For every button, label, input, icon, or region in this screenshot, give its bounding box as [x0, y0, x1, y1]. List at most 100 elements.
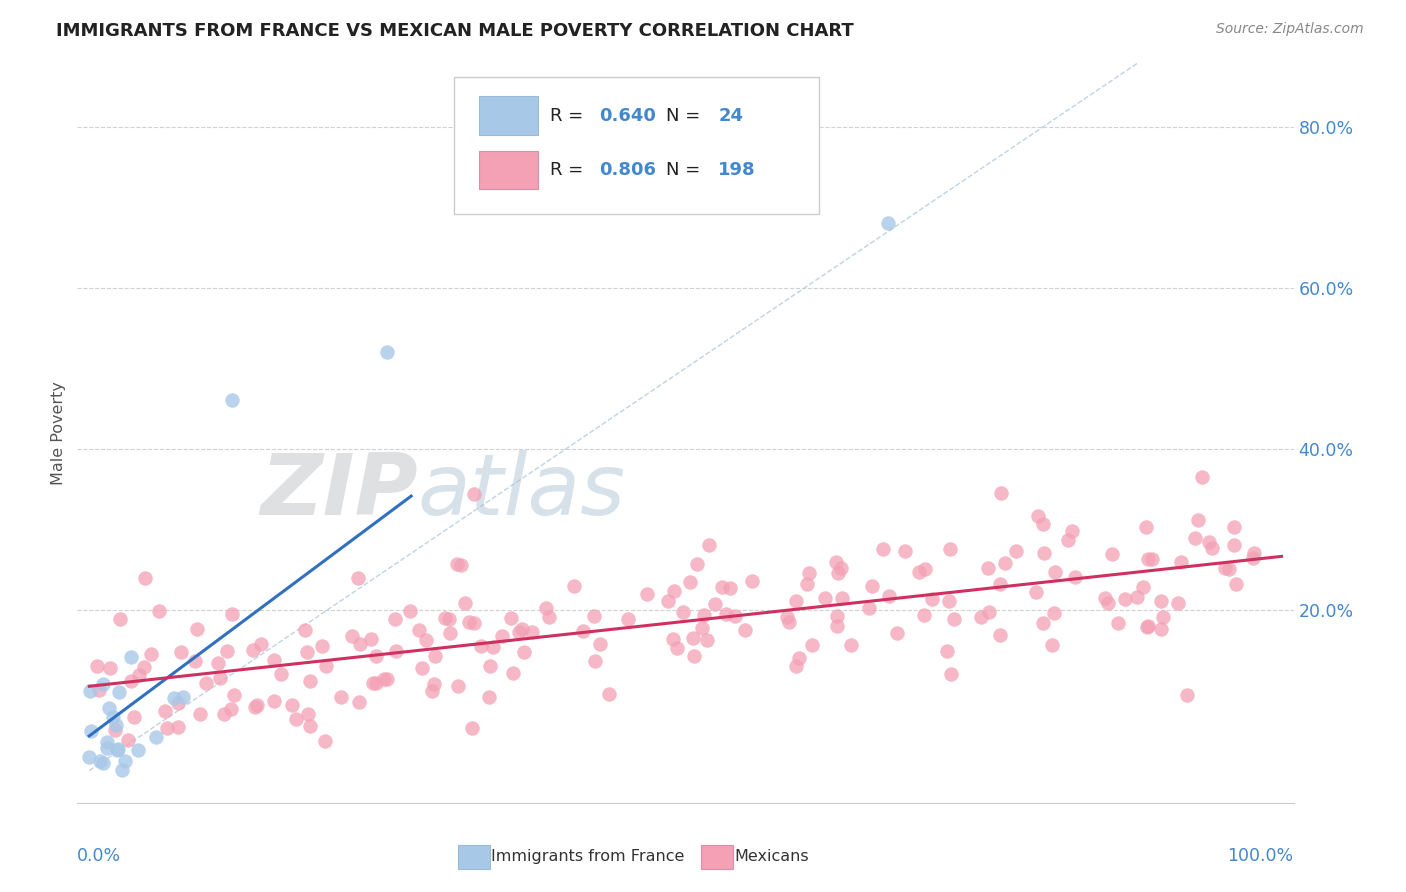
Point: [1201, 541, 1223, 555]
Point: [263, 653, 285, 667]
Point: [117, 733, 139, 747]
Point: [346, 571, 368, 585]
Point: [297, 707, 319, 722]
Point: [375, 345, 398, 359]
Point: [93, 677, 115, 691]
Point: [162, 690, 184, 705]
Point: [724, 608, 747, 623]
Point: [105, 743, 128, 757]
Point: [942, 612, 965, 626]
Point: [1101, 547, 1123, 561]
Point: [104, 723, 127, 738]
Point: [661, 632, 683, 646]
Point: [122, 710, 145, 724]
Point: [886, 625, 908, 640]
Point: [364, 676, 387, 690]
FancyBboxPatch shape: [478, 151, 538, 189]
Point: [1125, 590, 1147, 604]
FancyBboxPatch shape: [454, 78, 820, 214]
Point: [785, 594, 807, 608]
Point: [329, 690, 352, 705]
Point: [221, 607, 243, 621]
Point: [111, 763, 134, 777]
Point: [299, 673, 322, 688]
Point: [207, 656, 229, 670]
Point: [1137, 552, 1160, 566]
Point: [679, 574, 702, 589]
Point: [411, 660, 433, 674]
Text: atlas: atlas: [418, 450, 626, 533]
Point: [434, 611, 457, 625]
Text: 0.0%: 0.0%: [77, 847, 121, 865]
Point: [1025, 584, 1047, 599]
Point: [839, 638, 862, 652]
Point: [1094, 591, 1116, 606]
Point: [894, 544, 917, 558]
Point: [1026, 509, 1049, 524]
Point: [315, 658, 337, 673]
Point: [217, 643, 239, 657]
Point: [1241, 550, 1264, 565]
Point: [450, 558, 472, 572]
Point: [690, 621, 713, 635]
Point: [120, 673, 142, 688]
Point: [1043, 607, 1066, 621]
Point: [800, 638, 823, 652]
Point: [463, 486, 485, 500]
Text: N =: N =: [666, 107, 706, 125]
Point: [361, 676, 384, 690]
Point: [89, 755, 111, 769]
Point: [270, 667, 292, 681]
Text: R =: R =: [550, 161, 589, 178]
Text: N =: N =: [666, 161, 706, 178]
Point: [481, 640, 503, 654]
Point: [939, 541, 962, 556]
Point: [564, 579, 586, 593]
Point: [825, 555, 848, 569]
Point: [502, 665, 524, 680]
Point: [914, 562, 936, 576]
Point: [280, 698, 302, 712]
Point: [778, 615, 800, 629]
Point: [242, 642, 264, 657]
Point: [1040, 638, 1063, 652]
Point: [132, 660, 155, 674]
Point: [155, 705, 177, 719]
Point: [796, 577, 818, 591]
Point: [686, 557, 709, 571]
Point: [98, 701, 121, 715]
Point: [1175, 688, 1198, 702]
Point: [879, 589, 901, 603]
Point: [263, 694, 285, 708]
Point: [988, 577, 1011, 591]
Point: [571, 624, 593, 639]
Point: [716, 607, 738, 621]
Point: [741, 574, 763, 588]
Point: [990, 486, 1012, 500]
Point: [501, 611, 523, 625]
Point: [107, 742, 129, 756]
Point: [423, 649, 446, 664]
Point: [877, 216, 900, 230]
Point: [636, 587, 658, 601]
Point: [860, 579, 883, 593]
Point: [294, 623, 316, 637]
Point: [912, 607, 935, 622]
Point: [1064, 570, 1087, 584]
Point: [858, 601, 880, 615]
Point: [120, 650, 142, 665]
Point: [243, 700, 266, 714]
Point: [134, 571, 156, 585]
Point: [110, 612, 132, 626]
Point: [477, 690, 499, 704]
Point: [79, 683, 101, 698]
Point: [1170, 555, 1192, 569]
Point: [537, 610, 560, 624]
Point: [299, 718, 322, 732]
Point: [186, 622, 208, 636]
Point: [408, 623, 430, 637]
Point: [977, 605, 1000, 619]
Text: R =: R =: [550, 107, 589, 125]
Text: Immigrants from France: Immigrants from France: [491, 848, 685, 863]
Point: [491, 629, 513, 643]
